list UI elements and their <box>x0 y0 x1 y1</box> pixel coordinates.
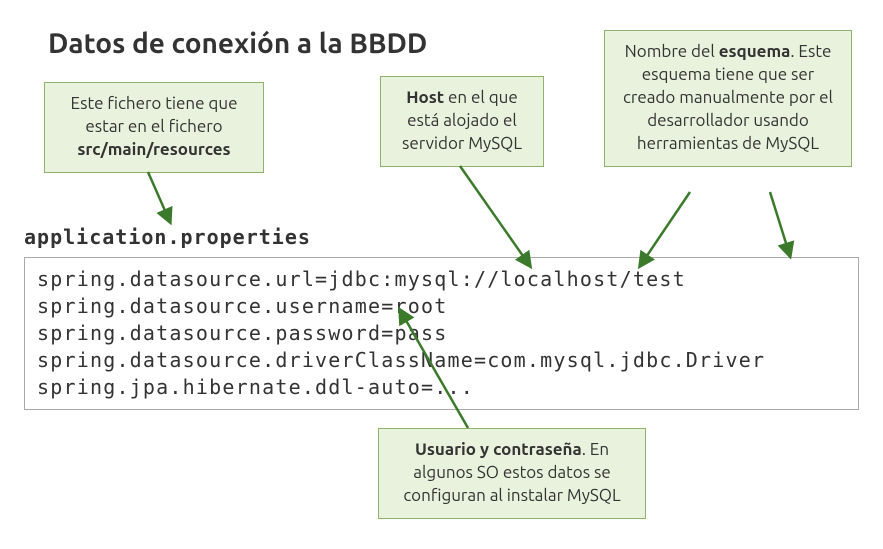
callout-bold: src/main/resources <box>77 140 230 159</box>
callout-text: Este fichero tiene que estar en el fiche… <box>71 94 238 136</box>
callout-host: Host en el que está alojado el servidor … <box>380 76 544 167</box>
code-block: spring.datasource.url=jdbc:mysql://local… <box>24 257 859 410</box>
arrow <box>640 192 690 266</box>
page-title: Datos de conexión a la BBDD <box>48 28 427 59</box>
filename-label: application.properties <box>24 225 311 249</box>
callout-bold: Host <box>406 88 444 107</box>
arrow <box>770 192 790 256</box>
arrow <box>148 172 170 222</box>
callout-file-location: Este fichero tiene que estar en el fiche… <box>44 82 264 173</box>
callout-bold: esquema <box>719 42 791 61</box>
callout-schema: Nombre del esquema. Este esquema tiene q… <box>604 30 852 167</box>
arrow <box>460 166 530 266</box>
callout-text: Nombre del <box>625 42 719 61</box>
callout-bold: Usuario y contraseña <box>415 440 582 459</box>
callout-user-pass: Usuario y contraseña. En algunos SO esto… <box>378 428 646 519</box>
